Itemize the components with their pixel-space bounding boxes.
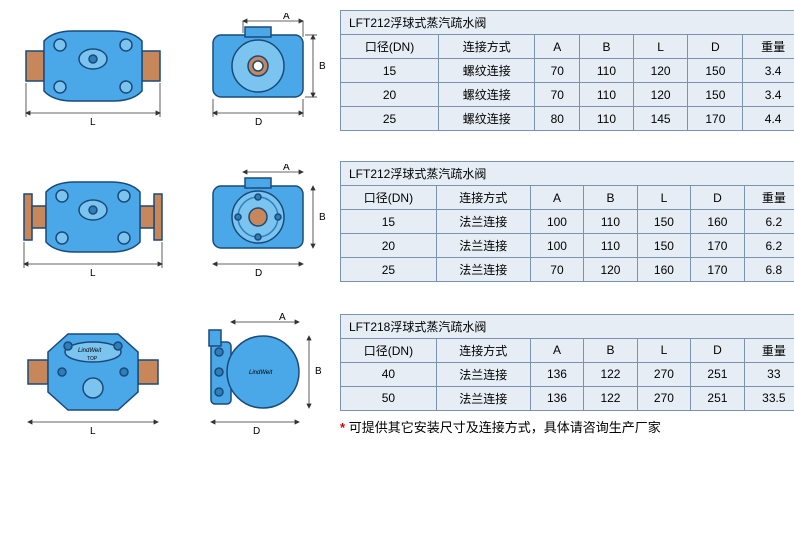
dim-label-D: D: [255, 268, 262, 279]
top-label: TOP: [87, 356, 98, 362]
dim-label-L: L: [90, 426, 96, 437]
dim-label-D: D: [253, 426, 260, 437]
col-header: L: [633, 35, 688, 59]
diagram-area-2: L A: [10, 164, 340, 279]
table-row: 50法兰连接13612227025133.5: [341, 386, 794, 410]
table-area-3: LFT218浮球式蒸汽疏水阀 口径(DN)连接方式ABLD重量 40法兰连接13…: [340, 314, 794, 436]
table-title: LFT212浮球式蒸汽疏水阀: [341, 11, 794, 35]
diagram-side-flanged: A B D: [183, 164, 333, 279]
spec-table-3: LFT218浮球式蒸汽疏水阀 口径(DN)连接方式ABLD重量 40法兰连接13…: [340, 314, 794, 411]
footnote: * 可提供其它安装尺寸及连接方式，具体请咨询生产厂家: [340, 417, 794, 436]
diagram-front-lft218: LindWeit TOP L: [18, 312, 168, 437]
footnote-star: *: [340, 420, 345, 435]
spec-table-2: LFT212浮球式蒸汽疏水阀 口径(DN)连接方式ABLD重量 15法兰连接10…: [340, 161, 794, 282]
dim-label-A: A: [279, 312, 286, 323]
col-header: 重量: [743, 35, 794, 59]
col-header: B: [580, 35, 633, 59]
table-area-1: LFT212浮球式蒸汽疏水阀 口径(DN) 连接方式 A B L D 重量 15…: [340, 10, 794, 131]
row-flanged: L A: [10, 161, 794, 282]
dim-label-D: D: [255, 117, 262, 128]
table-row: 15螺纹连接701101201503.4: [341, 59, 794, 83]
table-header-row: 口径(DN)连接方式ABLD重量: [341, 186, 794, 210]
diagram-area-1: L: [10, 13, 340, 128]
table-row: 20法兰连接1001101501706.2: [341, 234, 794, 258]
col-header: A: [535, 35, 580, 59]
diagram-area-3: LindWeit TOP L LindW: [10, 312, 340, 437]
diagram-front-threaded: L: [18, 13, 168, 128]
table-row: 25螺纹连接801101451704.4: [341, 107, 794, 131]
dim-label-B: B: [315, 366, 322, 377]
dim-label-A: A: [283, 164, 290, 173]
dim-label-B: B: [319, 61, 326, 72]
row-lft218: LindWeit TOP L LindW: [10, 312, 794, 437]
diagram-front-flanged: L: [18, 164, 168, 279]
table-title: LFT218浮球式蒸汽疏水阀: [341, 314, 794, 338]
col-header: 连接方式: [439, 35, 535, 59]
row-threaded: L: [10, 10, 794, 131]
table-row: 25法兰连接701201601706.8: [341, 258, 794, 282]
table-row: 40法兰连接13612227025133: [341, 362, 794, 386]
table-header-row: 口径(DN) 连接方式 A B L D 重量: [341, 35, 794, 59]
diagram-side-lft218: LindWeit A B D: [183, 312, 333, 437]
dim-label-L: L: [90, 117, 96, 128]
footnote-text: 可提供其它安装尺寸及连接方式，具体请咨询生产厂家: [349, 420, 661, 435]
col-header: D: [688, 35, 743, 59]
diagram-side-threaded: A B D: [183, 13, 333, 128]
dim-label-B: B: [319, 212, 326, 223]
col-header: 口径(DN): [341, 35, 439, 59]
brand-label: LindWeit: [249, 370, 273, 376]
table-row: 20螺纹连接701101201503.4: [341, 83, 794, 107]
table-title: LFT212浮球式蒸汽疏水阀: [341, 162, 794, 186]
dim-label-A: A: [283, 13, 290, 22]
table-header-row: 口径(DN)连接方式ABLD重量: [341, 338, 794, 362]
table-area-2: LFT212浮球式蒸汽疏水阀 口径(DN)连接方式ABLD重量 15法兰连接10…: [340, 161, 794, 282]
dim-label-L: L: [90, 268, 96, 279]
spec-table-1: LFT212浮球式蒸汽疏水阀 口径(DN) 连接方式 A B L D 重量 15…: [340, 10, 794, 131]
table-row: 15法兰连接1001101501606.2: [341, 210, 794, 234]
brand-label: LindWeit: [78, 348, 102, 354]
